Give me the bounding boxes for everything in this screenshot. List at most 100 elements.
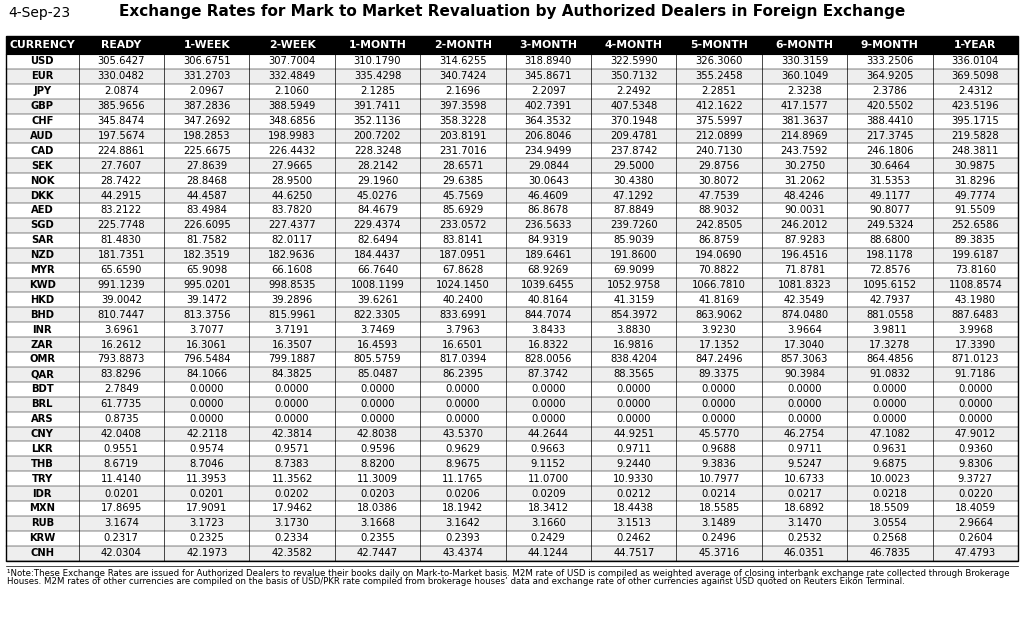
Text: 66.1608: 66.1608	[271, 265, 312, 275]
Text: 10.6733: 10.6733	[784, 473, 825, 484]
Text: 42.7937: 42.7937	[869, 295, 910, 305]
Text: 3-MONTH: 3-MONTH	[519, 40, 578, 50]
Text: 239.7260: 239.7260	[610, 220, 657, 231]
Text: 41.3159: 41.3159	[613, 295, 654, 305]
Text: 90.8077: 90.8077	[869, 205, 910, 216]
Text: 335.4298: 335.4298	[354, 71, 401, 81]
Text: 45.3716: 45.3716	[698, 548, 739, 558]
Text: 0.9663: 0.9663	[530, 444, 565, 454]
Text: 45.5770: 45.5770	[698, 429, 739, 439]
Text: 0.0000: 0.0000	[958, 384, 992, 394]
Text: 2.0967: 2.0967	[189, 86, 224, 96]
Text: 87.9283: 87.9283	[784, 235, 825, 245]
Text: 881.0558: 881.0558	[866, 310, 913, 320]
Text: CURRENCY: CURRENCY	[9, 40, 75, 50]
Text: 1-YEAR: 1-YEAR	[954, 40, 996, 50]
Text: 0.0000: 0.0000	[531, 414, 565, 424]
Text: 84.4679: 84.4679	[357, 205, 398, 216]
Text: 0.2325: 0.2325	[189, 533, 224, 544]
Text: 61.7735: 61.7735	[100, 399, 142, 409]
Text: 29.8756: 29.8756	[698, 161, 739, 171]
Text: 18.5585: 18.5585	[698, 504, 739, 513]
Text: 844.7074: 844.7074	[524, 310, 572, 320]
Text: 0.0000: 0.0000	[701, 399, 736, 409]
Text: 423.5196: 423.5196	[951, 101, 999, 111]
Text: SEK: SEK	[32, 161, 53, 171]
Bar	[6, 441, 1018, 457]
Text: 85.9039: 85.9039	[613, 235, 654, 245]
Text: 83.7820: 83.7820	[271, 205, 312, 216]
Text: 8.7046: 8.7046	[189, 459, 224, 469]
Text: 209.4781: 209.4781	[610, 131, 657, 141]
Bar	[6, 412, 1018, 426]
Text: 2.2097: 2.2097	[530, 86, 566, 96]
Text: 3.1730: 3.1730	[274, 518, 309, 528]
Text: 9-MONTH: 9-MONTH	[861, 40, 919, 50]
Text: 0.2393: 0.2393	[445, 533, 480, 544]
Text: 369.5098: 369.5098	[951, 71, 999, 81]
Bar	[6, 144, 1018, 158]
Text: 847.2496: 847.2496	[695, 354, 742, 365]
Text: 16.8322: 16.8322	[527, 339, 569, 350]
Text: 48.4246: 48.4246	[784, 191, 825, 200]
Text: MYR: MYR	[30, 265, 54, 275]
Text: 224.8861: 224.8861	[97, 146, 145, 156]
Text: 44.9251: 44.9251	[613, 429, 654, 439]
Text: 47.9012: 47.9012	[954, 429, 996, 439]
Text: 8.6719: 8.6719	[103, 459, 139, 469]
Text: 1066.7810: 1066.7810	[692, 280, 746, 290]
Text: 322.5990: 322.5990	[610, 57, 657, 66]
Text: 3.9230: 3.9230	[701, 325, 736, 335]
Text: 46.2754: 46.2754	[784, 429, 825, 439]
Bar	[6, 232, 1018, 248]
Text: 3.7077: 3.7077	[189, 325, 224, 335]
Text: 3.1723: 3.1723	[189, 518, 224, 528]
Text: 181.7351: 181.7351	[97, 250, 145, 260]
Text: 9.3836: 9.3836	[701, 459, 736, 469]
Text: 18.3412: 18.3412	[527, 504, 569, 513]
Text: 16.3061: 16.3061	[186, 339, 227, 350]
Text: 0.0000: 0.0000	[189, 399, 224, 409]
Text: 29.1960: 29.1960	[356, 176, 398, 185]
Text: 0.9629: 0.9629	[445, 444, 480, 454]
Text: 375.5997: 375.5997	[695, 116, 743, 126]
Text: 796.5484: 796.5484	[183, 354, 230, 365]
Text: 887.6483: 887.6483	[951, 310, 999, 320]
Text: 0.0000: 0.0000	[872, 399, 907, 409]
Bar	[6, 501, 1018, 516]
Text: 17.8695: 17.8695	[100, 504, 142, 513]
Text: 242.8505: 242.8505	[695, 220, 742, 231]
Text: 0.0000: 0.0000	[958, 414, 992, 424]
Text: 0.0000: 0.0000	[531, 399, 565, 409]
Text: 89.3375: 89.3375	[698, 370, 739, 379]
Text: 402.7391: 402.7391	[524, 101, 572, 111]
Text: 0.0000: 0.0000	[360, 399, 394, 409]
Text: 182.9636: 182.9636	[268, 250, 316, 260]
Text: 0.2317: 0.2317	[103, 533, 138, 544]
Text: 0.0000: 0.0000	[274, 399, 309, 409]
Text: 2.3238: 2.3238	[787, 86, 822, 96]
Text: 83.2122: 83.2122	[100, 205, 142, 216]
Text: 10.9330: 10.9330	[613, 473, 654, 484]
Text: 0.0000: 0.0000	[958, 399, 992, 409]
Text: 0.2429: 0.2429	[530, 533, 565, 544]
Text: 0.0000: 0.0000	[360, 384, 394, 394]
Text: 10.0023: 10.0023	[869, 473, 910, 484]
Text: 44.1244: 44.1244	[527, 548, 568, 558]
Text: 805.5759: 805.5759	[353, 354, 401, 365]
Text: 46.0351: 46.0351	[784, 548, 825, 558]
Bar	[6, 36, 1018, 54]
Text: 0.0000: 0.0000	[872, 384, 907, 394]
Text: 1008.1199: 1008.1199	[350, 280, 404, 290]
Text: QAR: QAR	[31, 370, 54, 379]
Text: 47.1292: 47.1292	[613, 191, 654, 200]
Text: 243.7592: 243.7592	[780, 146, 828, 156]
Text: 240.7130: 240.7130	[695, 146, 742, 156]
Text: 1108.8574: 1108.8574	[948, 280, 1002, 290]
Text: 91.7186: 91.7186	[954, 370, 996, 379]
Text: 407.5348: 407.5348	[610, 101, 657, 111]
Text: 332.4849: 332.4849	[268, 71, 315, 81]
Text: HKD: HKD	[31, 295, 54, 305]
Text: 184.4437: 184.4437	[354, 250, 401, 260]
Text: 198.9983: 198.9983	[268, 131, 315, 141]
